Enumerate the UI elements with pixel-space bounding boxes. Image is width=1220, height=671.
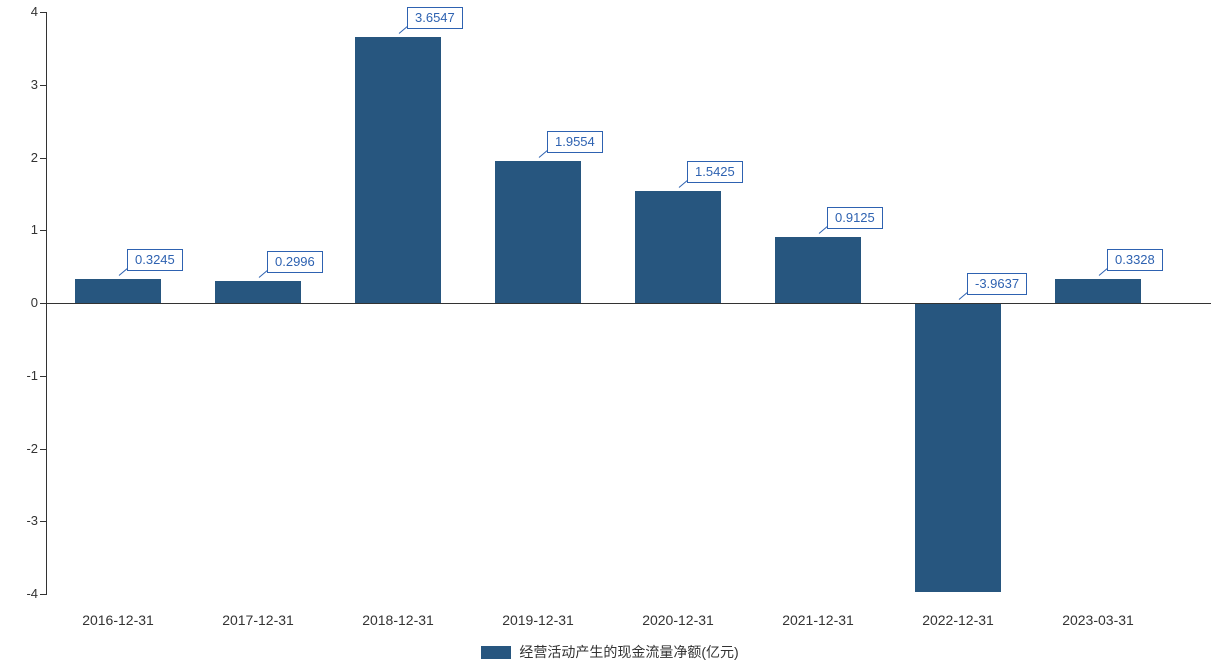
y-tick-mark [40, 85, 46, 86]
y-tick-mark [40, 521, 46, 522]
value-label: 1.5425 [687, 161, 743, 183]
value-label: 3.6547 [407, 7, 463, 29]
y-tick-label: -2 [26, 441, 38, 456]
value-label: 0.3328 [1107, 249, 1163, 271]
x-axis-line [46, 303, 1211, 304]
y-tick-mark [40, 12, 46, 13]
y-tick-mark [40, 158, 46, 159]
x-tick-label: 2018-12-31 [362, 612, 434, 628]
x-tick-label: 2016-12-31 [82, 612, 154, 628]
x-tick-label: 2023-03-31 [1062, 612, 1134, 628]
y-tick-label: -3 [26, 513, 38, 528]
legend-item[interactable]: 经营活动产生的现金流量净额(亿元) [0, 642, 1220, 662]
x-tick-label: 2019-12-31 [502, 612, 574, 628]
x-tick-label: 2020-12-31 [642, 612, 714, 628]
bar[interactable] [495, 161, 581, 303]
bar[interactable] [75, 279, 161, 303]
x-tick-label: 2017-12-31 [222, 612, 294, 628]
x-tick-label: 2021-12-31 [782, 612, 854, 628]
value-label: 0.3245 [127, 249, 183, 271]
y-tick-label: -4 [26, 586, 38, 601]
y-tick-label: 4 [30, 4, 38, 19]
value-label: 1.9554 [547, 131, 603, 153]
value-label: 0.2996 [267, 251, 323, 273]
y-tick-label: 0 [30, 295, 38, 310]
bar[interactable] [215, 281, 301, 303]
value-label: -3.9637 [967, 273, 1028, 295]
value-label: 0.9125 [827, 207, 883, 229]
y-tick-mark [40, 449, 46, 450]
y-tick-label: -1 [26, 368, 38, 383]
legend-swatch [481, 645, 512, 659]
bar[interactable] [915, 304, 1001, 592]
y-tick-label: 1 [30, 222, 38, 237]
legend-label: 经营活动产生的现金流量净额(亿元) [519, 644, 739, 660]
y-tick-mark [40, 594, 46, 595]
y-tick-mark [40, 230, 46, 231]
y-tick-mark [40, 376, 46, 377]
bar[interactable] [635, 191, 721, 303]
bar[interactable] [355, 37, 441, 303]
y-tick-label: 2 [30, 150, 38, 165]
bar[interactable] [1055, 279, 1141, 303]
x-tick-label: 2022-12-31 [922, 612, 994, 628]
y-tick-label: 3 [30, 77, 38, 92]
y-tick-mark [40, 303, 46, 304]
bar[interactable] [775, 237, 861, 303]
